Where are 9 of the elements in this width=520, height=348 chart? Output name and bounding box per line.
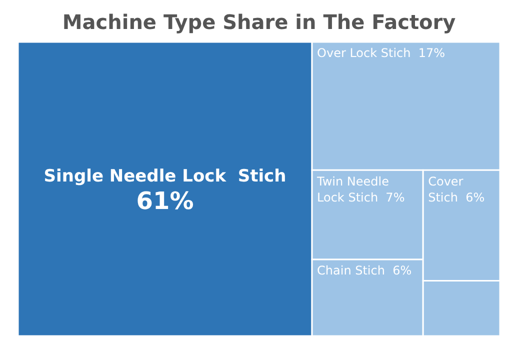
data-label: 6% (392, 264, 412, 278)
data-label: 6% (466, 190, 485, 204)
category-label: Cover Stich (428, 174, 464, 204)
data-label: 17% (418, 46, 446, 60)
data-label: 61% (136, 187, 194, 216)
text: Machine Type Share in The Factory (62, 10, 456, 34)
category-label: Single Needle Lock Stich (44, 166, 286, 186)
category-label: Over Lock Stich (317, 46, 411, 60)
category-label: Chain Stich (317, 264, 385, 278)
